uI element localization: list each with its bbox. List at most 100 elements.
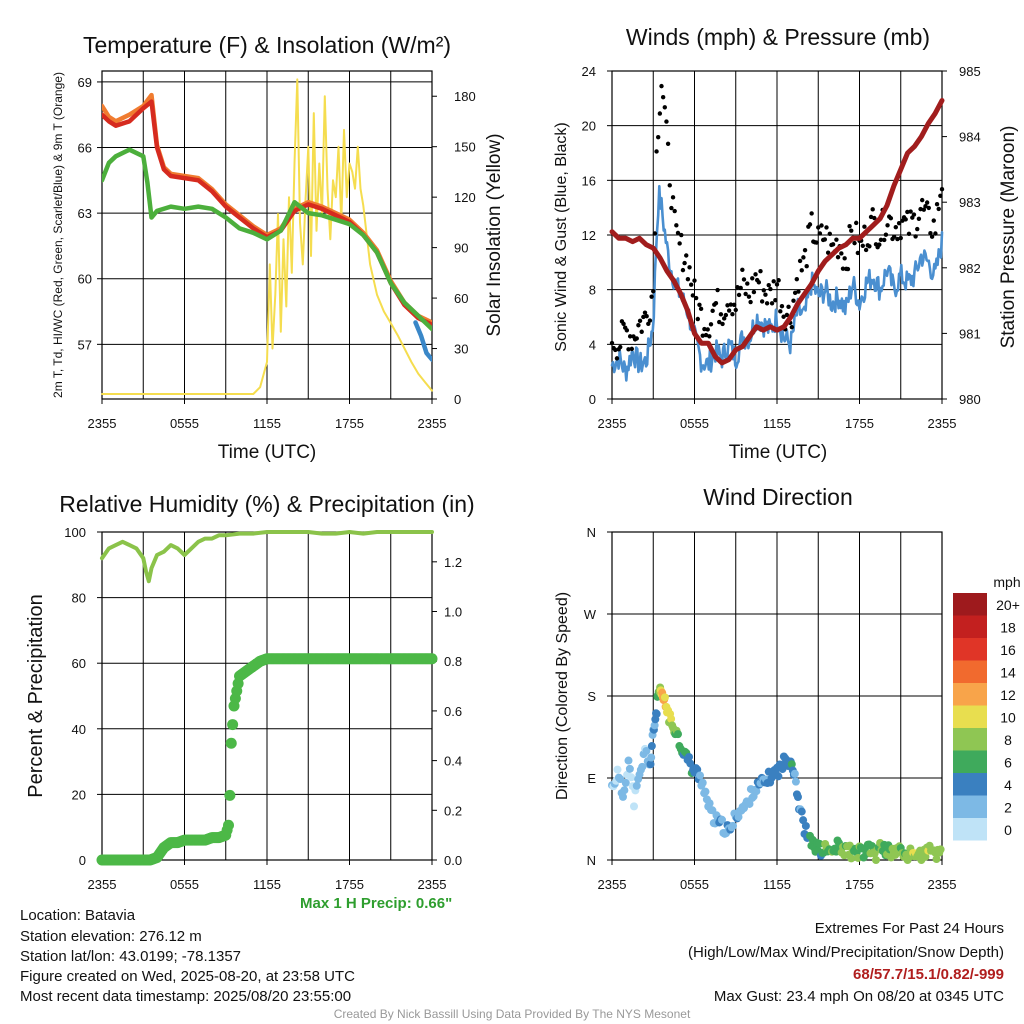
wind-direction-point [633,782,641,790]
credit-label: Created By Nick Bassill Using Data Provi… [0,1007,1024,1021]
y-tick-label: 80 [72,591,86,606]
colorbar-swatch [953,818,987,841]
wind-gust-point [772,279,776,283]
wind-direction-point [648,742,656,750]
wind-direction-point [674,730,682,738]
wind-gust-point [795,277,799,281]
wind-gust-point [856,251,860,255]
colorbar-swatch [953,638,987,661]
wind-gust-point [674,223,678,227]
wind-gust-point [818,231,822,235]
y-tick-label: 4 [589,337,596,352]
y-tick-label-right: 0.4 [444,754,462,769]
wind-direction-point [696,771,704,779]
colorbar-label: 0 [1004,822,1012,838]
y-tick-label-right: 0.2 [444,803,462,818]
x-tick-label: 2355 [598,877,627,892]
y-tick-label: 24 [582,64,596,79]
wind-gust-point [913,234,917,238]
wind-gust-point [686,277,690,281]
extremes-title: Extremes For Past 24 Hours [815,920,1004,937]
wind-gust-point [739,286,743,290]
wind-gust-point [938,194,942,198]
wind-gust-point [790,325,794,329]
colorbar-label: 8 [1004,732,1012,748]
wind-gust-point [752,290,756,294]
wind-direction-point [872,856,880,864]
wind-gust-point [765,301,769,305]
y-axis-label-left: Sonic Wind & Gust (Blue, Black) [553,122,570,351]
wind-gust-point [814,240,818,244]
y-tick-label: 63 [78,206,92,221]
colorbar-label: 20+ [996,597,1020,613]
wind-gust-point [750,276,754,280]
wind-gust-point [694,296,698,300]
wind-gust-point [933,231,937,235]
wind-gust-point [699,307,703,311]
recent-label: Most recent data timestamp: 2025/08/20 2… [20,988,351,1005]
wind-gust-point [871,207,875,211]
wind-gust-point [786,305,790,309]
wind-gust-point [727,308,731,312]
wind-gust-point [796,289,800,293]
colorbar-swatch [953,593,987,616]
y-tick-label-right: 985 [959,64,981,79]
wind-gust-point [882,238,886,242]
wind-gust-point [710,309,714,313]
wind-gust-point [757,280,761,284]
x-tick-label: 1755 [335,877,364,892]
x-tick-label: 0555 [680,416,709,431]
winds-panel: 0 4 8 12 16 20 24 980 981 982 983 984 985 2355 0555 115… [553,24,1019,463]
wind-gust-point [697,303,701,307]
elevation-label: Station elevation: 276.12 m [20,928,202,945]
chart-title: Winds (mph) & Pressure (mb) [626,24,930,50]
wind-gust-point [862,225,866,229]
wind-gust-point [846,267,850,271]
wind-gust-point [824,225,828,229]
wind-gust-point [927,206,931,210]
wind-gust-point [689,282,693,286]
wind-direction-point [614,766,622,774]
wind-gust-point [732,303,736,307]
colorbar-label: 12 [1000,687,1016,703]
y-tick-label-right: 984 [959,130,981,145]
x-tick-label: 1755 [335,416,364,431]
max-gust-label: Max Gust: 23.4 mph On 08/20 at 0345 UTC [714,988,1004,1005]
wind-direction-point [791,770,799,778]
x-tick-label: 2355 [418,416,447,431]
wind-gust-point [719,312,723,316]
colorbar: mph20+181614121086420 [953,574,1021,841]
wind-gust-point [720,322,724,326]
wind-gust-point [864,248,868,252]
wind-gust-point [709,322,713,326]
wind-gust-point [644,314,648,318]
y-tick-label: 0 [79,853,86,868]
wind-gust-point [791,299,795,303]
wind-gust-point [679,233,683,237]
wind-gust-point [780,304,784,308]
wind-gust-point [907,232,911,236]
y-tick-label: 69 [78,75,92,90]
x-tick-label: 0555 [170,877,199,892]
wind-gust-point [677,241,681,245]
wind-direction-point [937,845,945,853]
y-tick-label: 100 [64,525,86,540]
x-tick-label: 2355 [928,416,957,431]
precip-max-label: Max 1 H Precip: 0.66" [300,895,452,912]
chart-title: Relative Humidity (%) & Precipitation (i… [59,491,474,517]
wind-gust-point [707,334,711,338]
y-tick-label-right: 1.0 [444,605,462,620]
x-tick-label: 1755 [845,877,874,892]
wind-direction-point [802,822,810,830]
wind-gust-point [740,268,744,272]
colorbar-unit: mph [993,574,1020,590]
y-tick-label-right: 150 [454,140,476,155]
wind-gust-point [828,232,832,236]
wind-direction-point [847,854,855,862]
wind-gust-point [917,217,921,221]
wind-gust-point [831,242,835,246]
wind-gust-point [671,195,675,199]
wind-gust-point [861,244,865,248]
wind-gust-point [889,216,893,220]
wind-gust-point [899,236,903,240]
